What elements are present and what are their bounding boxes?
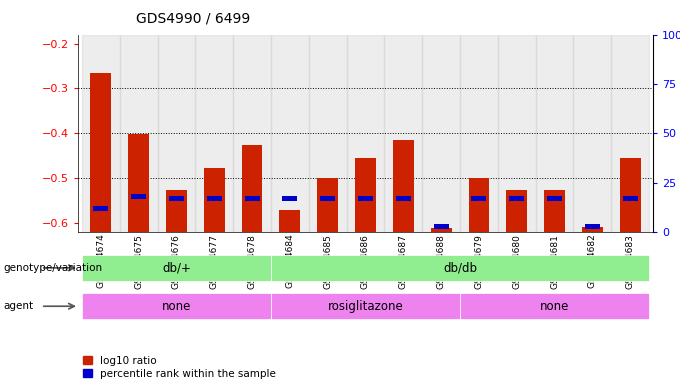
Bar	[358, 196, 373, 202]
Bar	[585, 223, 600, 229]
Text: db/+: db/+	[162, 262, 191, 274]
Bar	[233, 35, 271, 232]
Bar	[619, 158, 641, 232]
Bar	[471, 196, 486, 202]
Bar	[460, 35, 498, 232]
Bar	[271, 35, 309, 232]
Bar	[507, 190, 527, 232]
Bar	[166, 190, 187, 232]
Text: GDS4990 / 6499: GDS4990 / 6499	[136, 12, 250, 25]
Bar	[129, 134, 149, 232]
Bar	[384, 35, 422, 232]
Bar	[393, 140, 413, 232]
Bar	[204, 169, 224, 232]
Bar	[318, 179, 338, 232]
Text: none: none	[162, 300, 191, 313]
Text: db/db: db/db	[443, 262, 477, 274]
Bar	[434, 223, 449, 229]
Bar	[245, 196, 260, 202]
Bar	[422, 35, 460, 232]
Bar	[536, 35, 573, 232]
Bar	[623, 196, 638, 202]
Text: none: none	[540, 300, 569, 313]
Bar	[611, 35, 649, 232]
Bar	[279, 210, 301, 232]
Bar	[498, 35, 536, 232]
Bar	[460, 293, 649, 319]
Bar	[90, 73, 112, 232]
Bar	[320, 196, 335, 202]
Bar	[573, 35, 611, 232]
Bar	[355, 158, 376, 232]
Bar	[241, 145, 262, 232]
Text: agent: agent	[3, 301, 33, 311]
Bar	[271, 293, 460, 319]
Legend: log10 ratio, percentile rank within the sample: log10 ratio, percentile rank within the …	[84, 356, 276, 379]
Bar	[430, 228, 452, 232]
Bar	[544, 190, 565, 232]
Bar	[82, 293, 271, 319]
Text: rosiglitazone: rosiglitazone	[328, 300, 403, 313]
Bar	[93, 206, 108, 211]
Bar	[207, 196, 222, 202]
Bar	[309, 35, 347, 232]
Bar	[131, 194, 146, 200]
Bar	[509, 196, 524, 202]
Bar	[82, 255, 271, 281]
Bar	[282, 196, 297, 202]
Bar	[169, 196, 184, 202]
Bar	[396, 196, 411, 202]
Bar	[469, 179, 490, 232]
Bar	[582, 227, 602, 232]
Text: genotype/variation: genotype/variation	[3, 263, 103, 273]
Bar	[158, 35, 195, 232]
Bar	[82, 35, 120, 232]
Bar	[347, 35, 384, 232]
Bar	[547, 196, 562, 202]
Bar	[271, 255, 649, 281]
Bar	[195, 35, 233, 232]
Bar	[120, 35, 158, 232]
